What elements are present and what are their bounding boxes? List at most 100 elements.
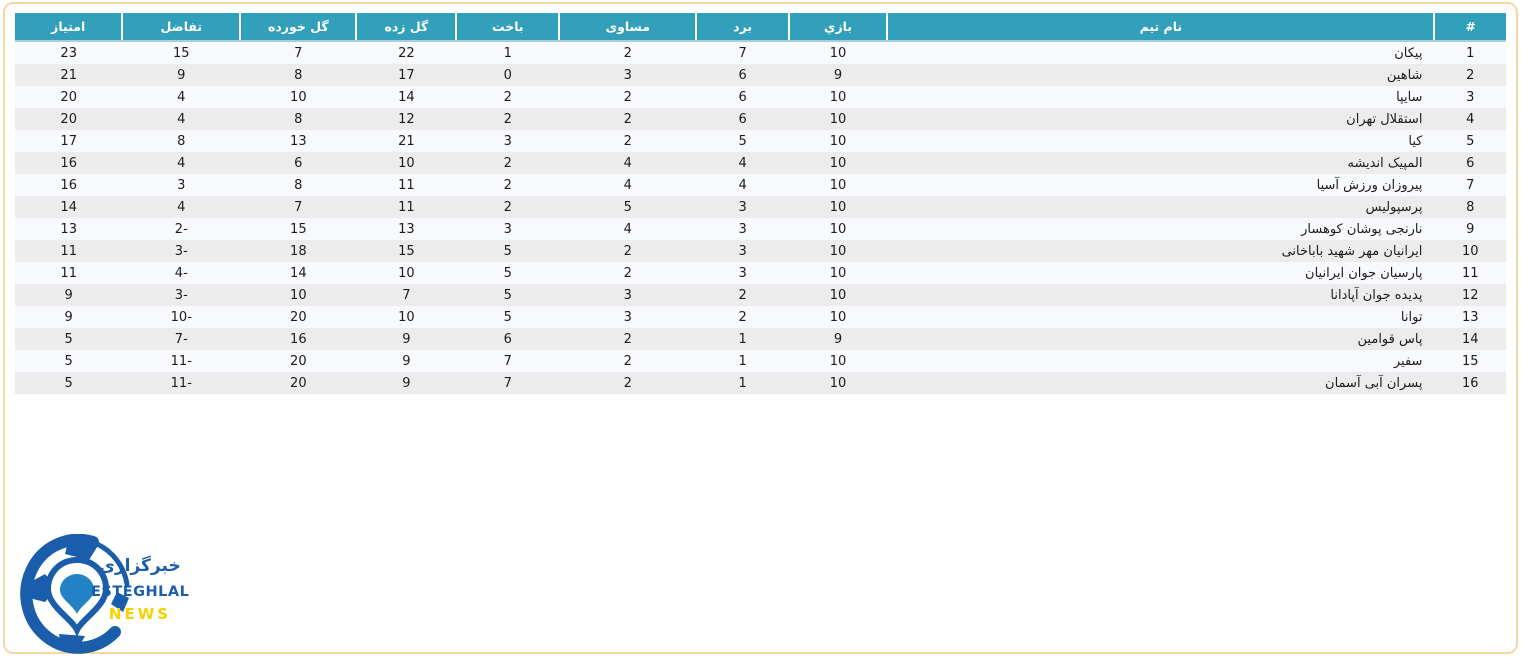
diff-cell: 4 <box>177 155 186 171</box>
table-row: 12 پدیده جوان آپادانا 10 2 3 5 7 10 -3 9 <box>15 284 1506 306</box>
name-cell: شاهین <box>1386 67 1423 83</box>
drawn-cell: 2 <box>623 265 632 281</box>
points-cell: 17 <box>60 133 77 149</box>
diff-cell: -2 <box>174 221 188 237</box>
goals_for-cell: 17 <box>398 67 415 83</box>
drawn-cell: 3 <box>623 67 632 83</box>
diff-cell: 4 <box>177 89 186 105</box>
logo-brand-news: NEWS <box>108 605 172 624</box>
diff-cell: -7 <box>174 331 188 347</box>
won-cell: 6 <box>738 67 747 83</box>
rank-cell: 3 <box>1466 89 1475 105</box>
col-header-diff: تفاضل <box>122 13 242 42</box>
rank-cell: 13 <box>1461 309 1479 325</box>
lost-cell: 5 <box>503 265 512 281</box>
logo-brand-name: ESTEGHLAL <box>91 584 190 601</box>
played-cell: 10 <box>829 89 847 105</box>
lost-cell: 1 <box>503 45 512 61</box>
drawn-cell: 2 <box>623 45 632 61</box>
col-header-points: امتیاز <box>15 13 124 42</box>
won-cell: 3 <box>738 243 747 259</box>
goals_for-cell: 7 <box>402 287 411 303</box>
name-cell: استقلال تهران <box>1346 111 1423 127</box>
won-cell: 4 <box>738 155 747 171</box>
played-cell: 10 <box>829 177 847 193</box>
goals_against-cell: 7 <box>294 45 303 61</box>
name-cell: کیا <box>1408 133 1423 149</box>
won-cell: 2 <box>738 309 747 325</box>
played-cell: 10 <box>829 265 847 281</box>
diff-cell: -3 <box>174 243 188 259</box>
table-row: 1 پیکان 10 7 2 1 22 7 15 23 <box>15 41 1506 64</box>
lost-cell: 2 <box>503 177 512 193</box>
table-header: # نام تیم بازي برد مساوی باخت گل زده گل … <box>15 13 1506 42</box>
goals_against-cell: 14 <box>290 265 307 281</box>
won-cell: 7 <box>738 45 747 61</box>
table-row: 16 پسران آبی آسمان 10 1 2 7 9 20 -11 5 <box>15 372 1506 394</box>
name-cell: ایرانیان مهر شهید باباخانی <box>1281 243 1423 259</box>
drawn-cell: 2 <box>623 133 632 149</box>
goals_against-cell: 7 <box>294 199 303 215</box>
lost-cell: 5 <box>503 243 512 259</box>
goals_against-cell: 6 <box>294 155 303 171</box>
table-row: 4 استقلال تهران 10 6 2 2 12 8 4 20 <box>15 108 1506 130</box>
lost-cell: 3 <box>503 133 512 149</box>
rank-cell: 1 <box>1466 45 1475 61</box>
diff-cell: -11 <box>170 375 192 391</box>
won-cell: 1 <box>738 375 747 391</box>
goals_for-cell: 10 <box>398 309 415 325</box>
goals_against-cell: 20 <box>290 353 307 369</box>
table-row: 7 پیروزان ورزش آسیا 10 4 4 2 11 8 3 16 <box>15 174 1506 196</box>
name-cell: پیروزان ورزش آسیا <box>1316 177 1423 193</box>
won-cell: 4 <box>738 177 747 193</box>
table-row: 9 نارنجی پوشان کوهسار 10 3 4 3 13 15 -2 13 <box>15 218 1506 240</box>
won-cell: 3 <box>738 199 747 215</box>
name-cell: پدیده جوان آپادانا <box>1330 287 1423 303</box>
drawn-cell: 2 <box>623 243 632 259</box>
goals_against-cell: 15 <box>290 221 307 237</box>
goals_against-cell: 8 <box>294 177 303 193</box>
goals_for-cell: 10 <box>398 265 415 281</box>
diff-cell: -3 <box>174 287 188 303</box>
points-cell: 5 <box>64 331 73 347</box>
rank-cell: 9 <box>1466 221 1475 237</box>
table-row: 2 شاهین 9 6 3 0 17 8 9 21 <box>15 64 1506 86</box>
goals_for-cell: 9 <box>402 353 411 369</box>
diff-cell: 8 <box>177 133 186 149</box>
col-header-goals-against: گل خورده <box>240 13 358 42</box>
col-header-rank: # <box>1434 13 1506 42</box>
goals_for-cell: 9 <box>402 375 411 391</box>
drawn-cell: 4 <box>623 221 632 237</box>
rank-cell: 7 <box>1466 177 1475 193</box>
played-cell: 10 <box>829 199 847 215</box>
points-cell: 20 <box>60 89 77 105</box>
diff-cell: -4 <box>174 265 188 281</box>
name-cell: سفیر <box>1393 353 1423 369</box>
won-cell: 3 <box>738 221 747 237</box>
rank-cell: 6 <box>1466 155 1475 171</box>
rank-cell: 8 <box>1466 199 1475 215</box>
won-cell: 3 <box>738 265 747 281</box>
page-frame: # نام تیم بازي برد مساوی باخت گل زده گل … <box>3 2 1518 654</box>
col-header-drawn: مساوی <box>559 13 698 42</box>
table-row: 11 پارسیان جوان ایرانیان 10 3 2 5 10 14 -4 11 <box>15 262 1506 284</box>
won-cell: 5 <box>738 133 747 149</box>
diff-cell: 4 <box>177 111 186 127</box>
col-header-team-name: نام تیم <box>887 13 1436 42</box>
diff-cell: 4 <box>177 199 186 215</box>
rank-cell: 12 <box>1461 287 1479 303</box>
drawn-cell: 3 <box>623 287 632 303</box>
played-cell: 10 <box>829 353 847 369</box>
goals_for-cell: 22 <box>398 45 415 61</box>
points-cell: 13 <box>60 221 77 237</box>
esteghlal-news-logo: خبرگزاری ESTEGHLAL NEWS <box>19 534 189 656</box>
lost-cell: 7 <box>503 375 512 391</box>
played-cell: 9 <box>833 67 843 83</box>
diff-cell: 15 <box>173 45 190 61</box>
played-cell: 10 <box>829 133 847 149</box>
diff-cell: 3 <box>177 177 186 193</box>
goals_for-cell: 12 <box>398 111 415 127</box>
goals_against-cell: 13 <box>290 133 307 149</box>
points-cell: 23 <box>60 45 77 61</box>
won-cell: 2 <box>738 287 747 303</box>
